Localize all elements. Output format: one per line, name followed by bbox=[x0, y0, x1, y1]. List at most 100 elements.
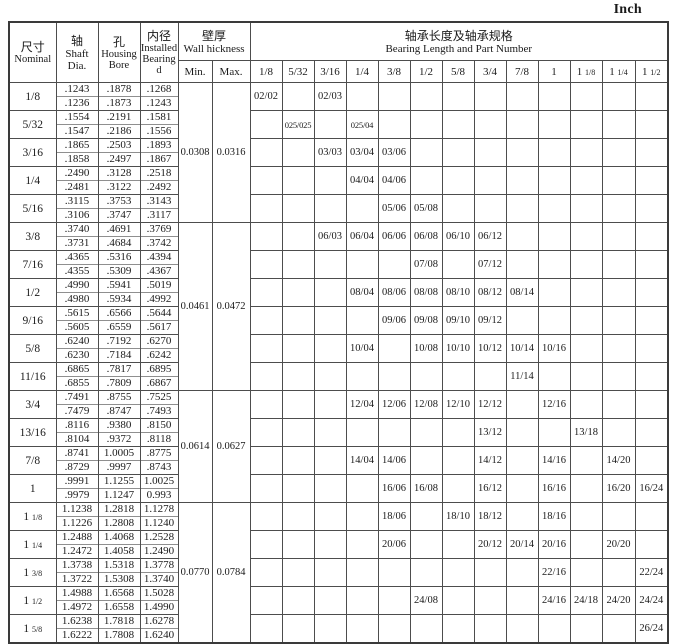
empty-cell bbox=[345, 250, 379, 279]
part-number-cell: 07/08 bbox=[409, 250, 443, 279]
part-number-cell: 08/04 bbox=[345, 278, 379, 307]
empty-cell bbox=[313, 306, 347, 335]
empty-cell bbox=[249, 110, 283, 139]
table-row: 3/4.7491.7479.8755.8747.7525.7493 0.0614 0… bbox=[8, 390, 669, 503]
part-number-cell: 13/18 bbox=[569, 418, 603, 447]
table-row: 5/16.3115.3106.3753.3747.3143.3117 05/06 0… bbox=[8, 194, 669, 223]
part-number-cell: 02/03 bbox=[313, 82, 347, 111]
table-row: 1 3/8 1.3738 1.3722 1.5318 1.5308 1.3778 1.374… bbox=[8, 558, 669, 587]
empty-cell bbox=[409, 82, 443, 111]
installed-dimension-cell: .8150.8118 bbox=[139, 418, 179, 447]
shaft-dimension-cell: .3115.3106 bbox=[55, 194, 99, 223]
housing-dimension-cell: .7817.7809 bbox=[97, 362, 141, 391]
installed-dimension-cell: .1268.1243 bbox=[139, 82, 179, 111]
part-number-cell: 20/14 bbox=[505, 530, 539, 559]
empty-cell bbox=[313, 418, 347, 447]
wall-header-zh: 壁厚 bbox=[202, 28, 227, 43]
empty-cell bbox=[601, 138, 636, 167]
part-number-cell: 16/20 bbox=[601, 474, 636, 503]
empty-cell bbox=[473, 362, 507, 391]
nominal-size-cell: 1 5/8 bbox=[8, 614, 57, 644]
empty-cell bbox=[409, 166, 443, 195]
part-number-cell: 02/02 bbox=[249, 82, 283, 111]
empty-cell bbox=[409, 138, 443, 167]
shaft-dimension-cell: .8116.8104 bbox=[55, 418, 99, 447]
shaft-dimension-cell: .2490.2481 bbox=[55, 166, 99, 195]
empty-cell bbox=[601, 306, 636, 335]
empty-cell bbox=[473, 194, 507, 223]
empty-cell bbox=[249, 278, 283, 307]
empty-cell bbox=[249, 418, 283, 447]
col-header-length-5-8: 5/8 bbox=[441, 60, 475, 83]
shaft-dimension-cell: 1.2488 1.2472 bbox=[55, 530, 99, 559]
housing-dimension-cell: 1.1255 1.1247 bbox=[97, 474, 141, 503]
empty-cell bbox=[409, 110, 443, 139]
col-header-min: Min. bbox=[177, 60, 213, 83]
empty-cell bbox=[281, 250, 315, 279]
installed-dimension-cell: 1.6278 1.6240 bbox=[139, 614, 179, 644]
empty-cell bbox=[569, 530, 603, 559]
empty-cell bbox=[249, 390, 283, 419]
empty-cell bbox=[537, 194, 571, 223]
empty-cell bbox=[537, 138, 571, 167]
empty-cell bbox=[441, 362, 475, 391]
empty-cell bbox=[377, 586, 411, 615]
empty-cell bbox=[281, 138, 315, 167]
bearing-length-header-zh: 轴承长度及轴承规格 bbox=[404, 28, 513, 43]
empty-cell bbox=[281, 166, 315, 195]
empty-cell bbox=[505, 558, 539, 587]
empty-cell bbox=[505, 110, 539, 139]
empty-cell bbox=[634, 362, 669, 391]
empty-cell bbox=[634, 166, 669, 195]
part-number-cell: 10/12 bbox=[473, 334, 507, 363]
empty-cell bbox=[345, 474, 379, 503]
empty-cell bbox=[281, 334, 315, 363]
installed-dimension-cell: .6270.6242 bbox=[139, 334, 179, 363]
col-header-wall-thickness: 壁厚 Wall hickness bbox=[177, 21, 251, 61]
part-number-cell: 16/06 bbox=[377, 474, 411, 503]
part-number-cell: 13/12 bbox=[473, 418, 507, 447]
empty-cell bbox=[569, 250, 603, 279]
empty-cell bbox=[569, 194, 603, 223]
housing-dimension-cell: 1.2818 1.2808 bbox=[97, 502, 141, 531]
part-number-cell: 24/24 bbox=[634, 586, 669, 615]
part-number-cell: 24/20 bbox=[601, 586, 636, 615]
installed-dimension-cell: .3769.3742 bbox=[139, 222, 179, 251]
housing-dimension-cell: 1.7818 1.7808 bbox=[97, 614, 141, 644]
header-row-groups: 尺寸 Nominal 轴 Shaft Dia. 孔 Housing Bore 内… bbox=[8, 21, 669, 83]
part-number-cell: 09/12 bbox=[473, 306, 507, 335]
housing-dimension-cell: .5316.5309 bbox=[97, 250, 141, 279]
empty-cell bbox=[601, 222, 636, 251]
table-row: 7/8.8741.8729 1.0005.9997.8775.8743 14/04 1… bbox=[8, 446, 669, 475]
empty-cell bbox=[505, 194, 539, 223]
empty-cell bbox=[313, 362, 347, 391]
empty-cell bbox=[281, 418, 315, 447]
nominal-size-cell: 7/8 bbox=[8, 446, 57, 475]
wall-thickness-max-cell: 0.0316 bbox=[211, 82, 251, 223]
empty-cell bbox=[537, 250, 571, 279]
part-number-cell: 18/12 bbox=[473, 502, 507, 531]
empty-cell bbox=[473, 166, 507, 195]
empty-cell bbox=[473, 558, 507, 587]
empty-cell bbox=[569, 446, 603, 475]
col-header-length-1-1-4: 1 1/4 bbox=[601, 60, 636, 83]
empty-cell bbox=[601, 110, 636, 139]
empty-cell bbox=[569, 138, 603, 167]
shaft-dimension-cell: .1865.1858 bbox=[55, 138, 99, 167]
nominal-size-cell: 5/16 bbox=[8, 194, 57, 223]
empty-cell bbox=[569, 614, 603, 644]
nominal-size-cell: 1 1/4 bbox=[8, 530, 57, 559]
nominal-size-cell: 9/16 bbox=[8, 306, 57, 335]
shaft-dimension-cell: 1.6238 1.6222 bbox=[55, 614, 99, 644]
shaft-dimension-cell: .4990.4980 bbox=[55, 278, 99, 307]
nominal-size-cell: 5/8 bbox=[8, 334, 57, 363]
empty-cell bbox=[441, 558, 475, 587]
shaft-dimension-cell: .6240.6230 bbox=[55, 334, 99, 363]
wall-thickness-min-cell: 0.0614 bbox=[177, 390, 213, 503]
empty-cell bbox=[409, 530, 443, 559]
empty-cell bbox=[249, 586, 283, 615]
nominal-size-cell: 3/16 bbox=[8, 138, 57, 167]
nominal-size-cell: 7/16 bbox=[8, 250, 57, 279]
installed-dimension-cell: .2518.2492 bbox=[139, 166, 179, 195]
empty-cell bbox=[473, 614, 507, 644]
